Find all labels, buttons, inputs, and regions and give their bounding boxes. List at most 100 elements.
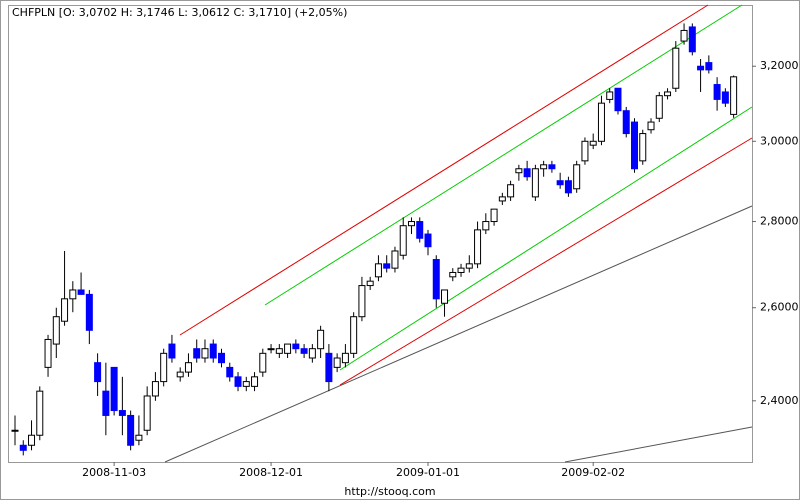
y-tick-label: 2,8000: [760, 215, 799, 228]
y-tick-label: 3,0000: [760, 134, 799, 147]
candle-body: [432, 259, 440, 300]
candle-body: [94, 362, 102, 383]
candle-body: [482, 221, 490, 231]
support-line-2: [564, 426, 753, 463]
candle-body: [52, 316, 60, 345]
candle-body: [209, 343, 217, 359]
x-tick-label: 2008-11-03: [82, 466, 146, 479]
candle-body: [713, 84, 721, 100]
candle-body: [597, 102, 605, 142]
trend-lines: [164, 4, 753, 463]
candle-body: [160, 352, 168, 383]
candle-body: [135, 434, 143, 441]
candle-body: [606, 91, 614, 100]
candle-body: [441, 289, 449, 304]
channel-upper: [179, 4, 709, 336]
x-tick-label: 2009-02-02: [561, 466, 625, 479]
candle-body: [374, 263, 382, 278]
candle-body: [184, 362, 192, 373]
candle-body: [540, 164, 548, 170]
candle-body: [424, 233, 432, 248]
candle-body: [242, 381, 250, 387]
candle-body: [218, 352, 225, 364]
candle-body: [407, 221, 415, 227]
candle-body: [474, 229, 482, 265]
candle-body: [69, 289, 77, 300]
candle-body: [664, 91, 672, 97]
candle-body: [589, 140, 597, 146]
candle-body: [176, 371, 184, 378]
candle-body: [292, 343, 300, 350]
chart-title: CHFPLN [O: 3,0702 H: 3,1746 L: 3,0612 C:…: [12, 6, 347, 19]
candle-body: [267, 348, 275, 351]
candle-body: [614, 87, 622, 112]
y-tick-label: 3,2000: [760, 59, 799, 72]
candle-body: [672, 47, 680, 89]
candle-body: [548, 164, 556, 170]
candle-body: [333, 357, 341, 368]
candle-body: [226, 366, 234, 378]
x-tick-label: 2008-12-01: [239, 466, 303, 479]
candle-body: [341, 352, 349, 364]
candle-body: [201, 348, 209, 359]
candle-body: [655, 95, 663, 119]
channel-lower: [339, 137, 753, 386]
candle-body: [234, 376, 242, 387]
candle-body: [143, 395, 151, 431]
channel-mid-upper: [264, 4, 743, 306]
candle-body: [102, 390, 110, 416]
candle-body: [151, 381, 159, 397]
y-tick-label: 2,6000: [760, 301, 799, 314]
candle-body: [399, 225, 407, 256]
candle-body: [19, 444, 27, 451]
candle-body: [308, 348, 316, 359]
candle-body: [490, 208, 498, 223]
candle-body: [507, 184, 515, 198]
candle-body: [457, 267, 465, 273]
candle-body: [449, 271, 457, 278]
candle-body: [573, 164, 581, 190]
candle-body: [118, 410, 126, 416]
candle-body: [647, 121, 655, 131]
candle-body: [317, 329, 325, 350]
source: http://stooq.com: [344, 485, 435, 498]
candle-body: [44, 338, 52, 368]
candle-body: [383, 263, 391, 269]
candle-body: [11, 429, 19, 432]
candle-body: [366, 280, 374, 287]
candle-body: [127, 414, 135, 446]
candle-body: [36, 390, 44, 436]
candle-body: [721, 91, 729, 104]
candle-body: [631, 121, 638, 170]
plot-area: [8, 5, 753, 463]
candle-body: [28, 434, 36, 446]
candle-body: [680, 29, 688, 42]
candle-body: [259, 352, 267, 373]
candle-body: [622, 110, 630, 135]
candle-body: [705, 62, 713, 71]
candle-body: [498, 196, 506, 202]
candle-body: [325, 352, 333, 383]
candle-body: [77, 289, 85, 295]
candle-body: [358, 285, 366, 318]
candle-body: [61, 298, 69, 322]
candle-body: [688, 26, 696, 53]
candle-body: [730, 76, 738, 115]
support-line: [164, 205, 753, 463]
candle-body: [193, 348, 201, 359]
x-tick-label: 2009-01-01: [396, 466, 460, 479]
candle-body: [275, 348, 283, 354]
candle-body: [697, 65, 705, 71]
candle-body: [251, 376, 259, 387]
candle-body: [564, 180, 572, 194]
channel-mid-lower: [339, 106, 753, 371]
candle-body: [581, 140, 589, 162]
candle-body: [465, 263, 473, 269]
candle-body: [639, 133, 647, 162]
candle-body: [556, 180, 564, 186]
candle-body: [515, 168, 523, 174]
candle-body: [110, 366, 118, 412]
y-tick-label: 2,4000: [760, 394, 799, 407]
